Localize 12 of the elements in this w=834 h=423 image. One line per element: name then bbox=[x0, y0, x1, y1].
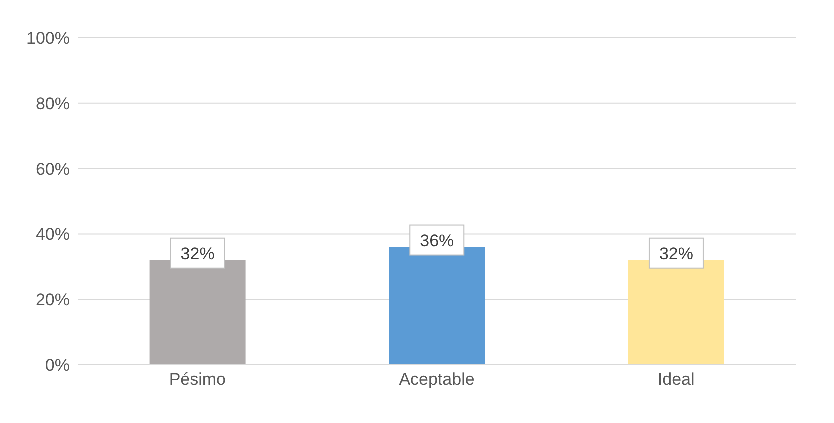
y-tick-label: 0% bbox=[45, 356, 70, 376]
x-tick-label: Ideal bbox=[658, 370, 695, 390]
data-label: 32% bbox=[180, 244, 215, 264]
data-label: 32% bbox=[659, 244, 694, 264]
y-tick-label: 80% bbox=[36, 94, 70, 114]
y-tick-label: 20% bbox=[36, 290, 70, 310]
y-tick-label: 60% bbox=[36, 160, 70, 179]
y-tick-label: 40% bbox=[36, 225, 70, 244]
x-tick-label: Pésimo bbox=[169, 370, 226, 390]
x-tick-label: Aceptable bbox=[399, 370, 475, 390]
data-label: 36% bbox=[420, 231, 454, 250]
y-tick-label: 100% bbox=[26, 29, 70, 48]
